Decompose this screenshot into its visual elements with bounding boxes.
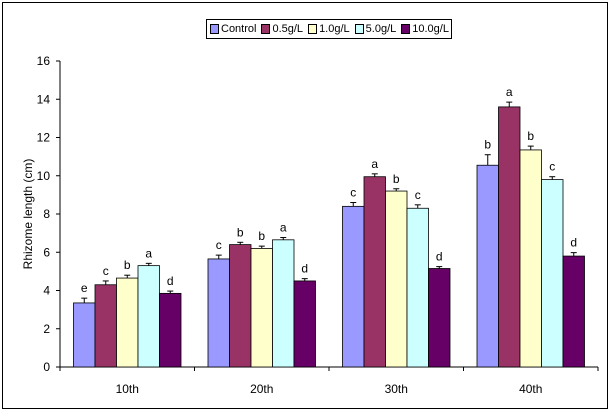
legend-item: 1.0g/L xyxy=(308,23,350,35)
bar xyxy=(342,205,365,368)
y-tick-label: 12 xyxy=(37,131,51,145)
bar xyxy=(406,207,429,368)
bar xyxy=(428,268,451,368)
bar xyxy=(250,248,273,368)
y-tick-label: 14 xyxy=(37,92,51,106)
legend-item: 10.0g/L xyxy=(401,23,449,35)
significance-label: c xyxy=(216,238,222,252)
significance-label: d xyxy=(570,236,577,250)
significance-label: b xyxy=(527,129,534,143)
bar xyxy=(498,106,521,368)
significance-label: c xyxy=(415,188,421,202)
legend-label: 0.5g/L xyxy=(272,23,304,35)
legend-item: 5.0g/L xyxy=(354,23,397,35)
bar xyxy=(293,280,316,368)
y-axis-label: Rhizome length (cm) xyxy=(21,159,35,270)
chart-legend: Control 0.5g/L 1.0g/L 5.0g/L 10.0g/L xyxy=(206,19,452,39)
y-tick-label: 2 xyxy=(43,322,50,336)
bar xyxy=(272,239,295,368)
significance-label: b xyxy=(393,172,400,186)
bar xyxy=(476,164,499,368)
bar xyxy=(94,284,117,368)
bar xyxy=(207,258,230,368)
bar xyxy=(229,244,252,368)
significance-label: a xyxy=(145,246,152,260)
bar xyxy=(159,292,182,368)
bar xyxy=(541,179,564,368)
y-tick-label: 0 xyxy=(43,360,50,374)
x-tick-label: 10th xyxy=(116,382,139,396)
significance-label: d xyxy=(167,274,174,288)
significance-label: b xyxy=(124,258,131,272)
significance-label: a xyxy=(280,221,287,235)
bar xyxy=(137,265,160,368)
legend-item: 0.5g/L xyxy=(261,23,303,35)
legend-swatch xyxy=(401,24,411,34)
x-tick-label: 20th xyxy=(250,382,273,396)
chart-frame xyxy=(2,2,608,409)
y-tick-label: 4 xyxy=(43,284,50,298)
legend-label: 1.0g/L xyxy=(319,23,350,35)
significance-label: b xyxy=(484,138,491,152)
bar xyxy=(519,149,542,368)
legend-swatch xyxy=(210,24,219,34)
y-tick-label: 10 xyxy=(37,169,51,183)
significance-label: d xyxy=(436,250,443,264)
y-tick-label: 6 xyxy=(43,245,50,259)
bars-group xyxy=(73,101,585,368)
legend-label: 5.0g/L xyxy=(365,23,397,35)
significance-label: b xyxy=(258,229,265,243)
legend-label: Control xyxy=(221,23,257,35)
legend-label: 10.0g/L xyxy=(412,23,449,35)
bar xyxy=(116,277,139,368)
legend-swatch xyxy=(261,24,271,34)
bar xyxy=(363,176,386,368)
y-tick-label: 8 xyxy=(43,207,50,221)
significance-label: a xyxy=(371,157,378,171)
significance-label: d xyxy=(301,262,308,276)
significance-label: e xyxy=(81,281,88,295)
x-tick-label: 30th xyxy=(385,382,408,396)
bar xyxy=(385,190,408,368)
bar xyxy=(562,255,585,368)
legend-item: Control xyxy=(210,23,256,35)
x-tick-label: 40th xyxy=(519,382,542,396)
significance-label: c xyxy=(549,160,555,174)
y-tick-label: 16 xyxy=(37,54,51,68)
legend-swatch xyxy=(308,24,318,34)
significance-label: c xyxy=(103,264,109,278)
significance-label: c xyxy=(350,186,356,200)
legend-swatch xyxy=(354,24,364,34)
bar xyxy=(73,302,96,368)
significance-label: b xyxy=(237,225,244,239)
significance-label: a xyxy=(506,85,513,99)
